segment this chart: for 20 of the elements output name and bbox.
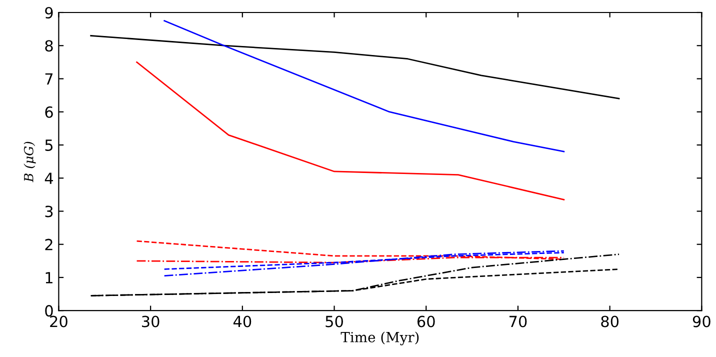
y-tick-label: 6 [45,106,53,118]
y-tick-label: 1 [46,272,52,284]
y-tick-label: 2 [45,238,52,250]
y-tick-label: 9 [45,6,53,19]
x-tick-label: 80 [601,316,619,328]
x-tick-label: 50 [326,316,343,328]
y-tick-label: 5 [45,140,53,152]
x-tick-label: 30 [142,316,160,328]
y-tick-label: 0 [45,305,53,317]
x-axis-title: Time (Myr) [340,332,419,346]
y-tick-label: 3 [45,206,53,218]
x-tick-label: 60 [417,316,435,328]
x-tick-label: 90 [692,316,710,328]
y-tick-label: 4 [44,172,53,184]
y-axis-title: B (μG) [24,142,36,182]
x-tick-label: 20 [50,316,68,328]
x-tick-label: 70 [510,316,527,328]
y-tick-label: 8 [45,40,53,52]
x-tick-label: 40 [233,316,252,328]
y-tick-label: 7 [45,73,53,85]
